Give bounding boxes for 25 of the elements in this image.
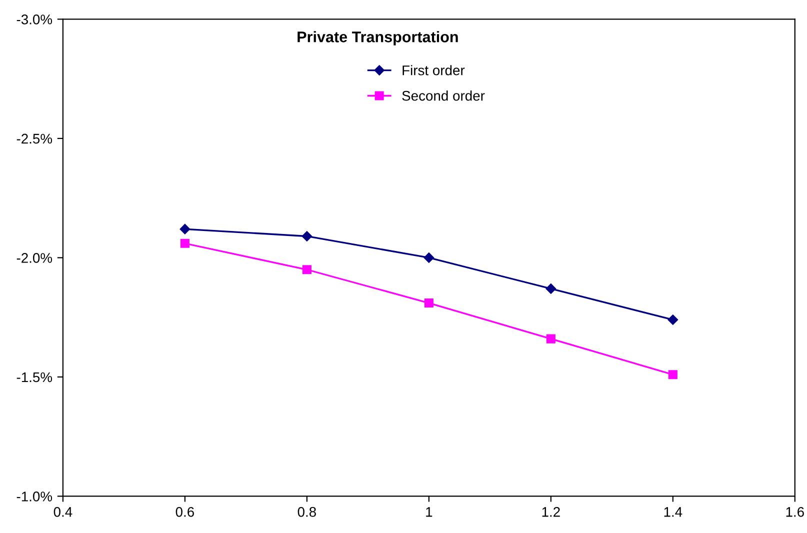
- point: [180, 238, 190, 248]
- x-tick-label: 0.4: [54, 507, 72, 517]
- point: [424, 252, 434, 263]
- legend-label: Second order: [402, 90, 485, 101]
- legend-label: First order: [402, 65, 465, 76]
- x-tick-label: 0.6: [176, 507, 194, 517]
- x-tick-label: 1.2: [542, 507, 560, 517]
- point: [546, 284, 556, 294]
- x-tick-label: 0.8: [298, 507, 316, 517]
- x-tick-label: 1.4: [664, 507, 682, 517]
- point: [668, 370, 678, 380]
- y-tick-label: -2.5%: [16, 134, 52, 144]
- x-tick-label: 1: [426, 507, 432, 517]
- point: [424, 298, 434, 308]
- x-tick-label: 1.6: [786, 507, 804, 517]
- point: [546, 334, 556, 344]
- point: [180, 224, 190, 234]
- text: Private Transportation: [298, 31, 458, 46]
- y-tick-label: -2.0%: [16, 253, 52, 263]
- point: [668, 314, 678, 325]
- point: [302, 265, 312, 274]
- y-tick-label: -3.0%: [16, 14, 52, 24]
- point: [302, 231, 312, 242]
- y-tick-label: -1.0%: [16, 492, 52, 502]
- y-tick-label: -1.5%: [16, 372, 52, 382]
